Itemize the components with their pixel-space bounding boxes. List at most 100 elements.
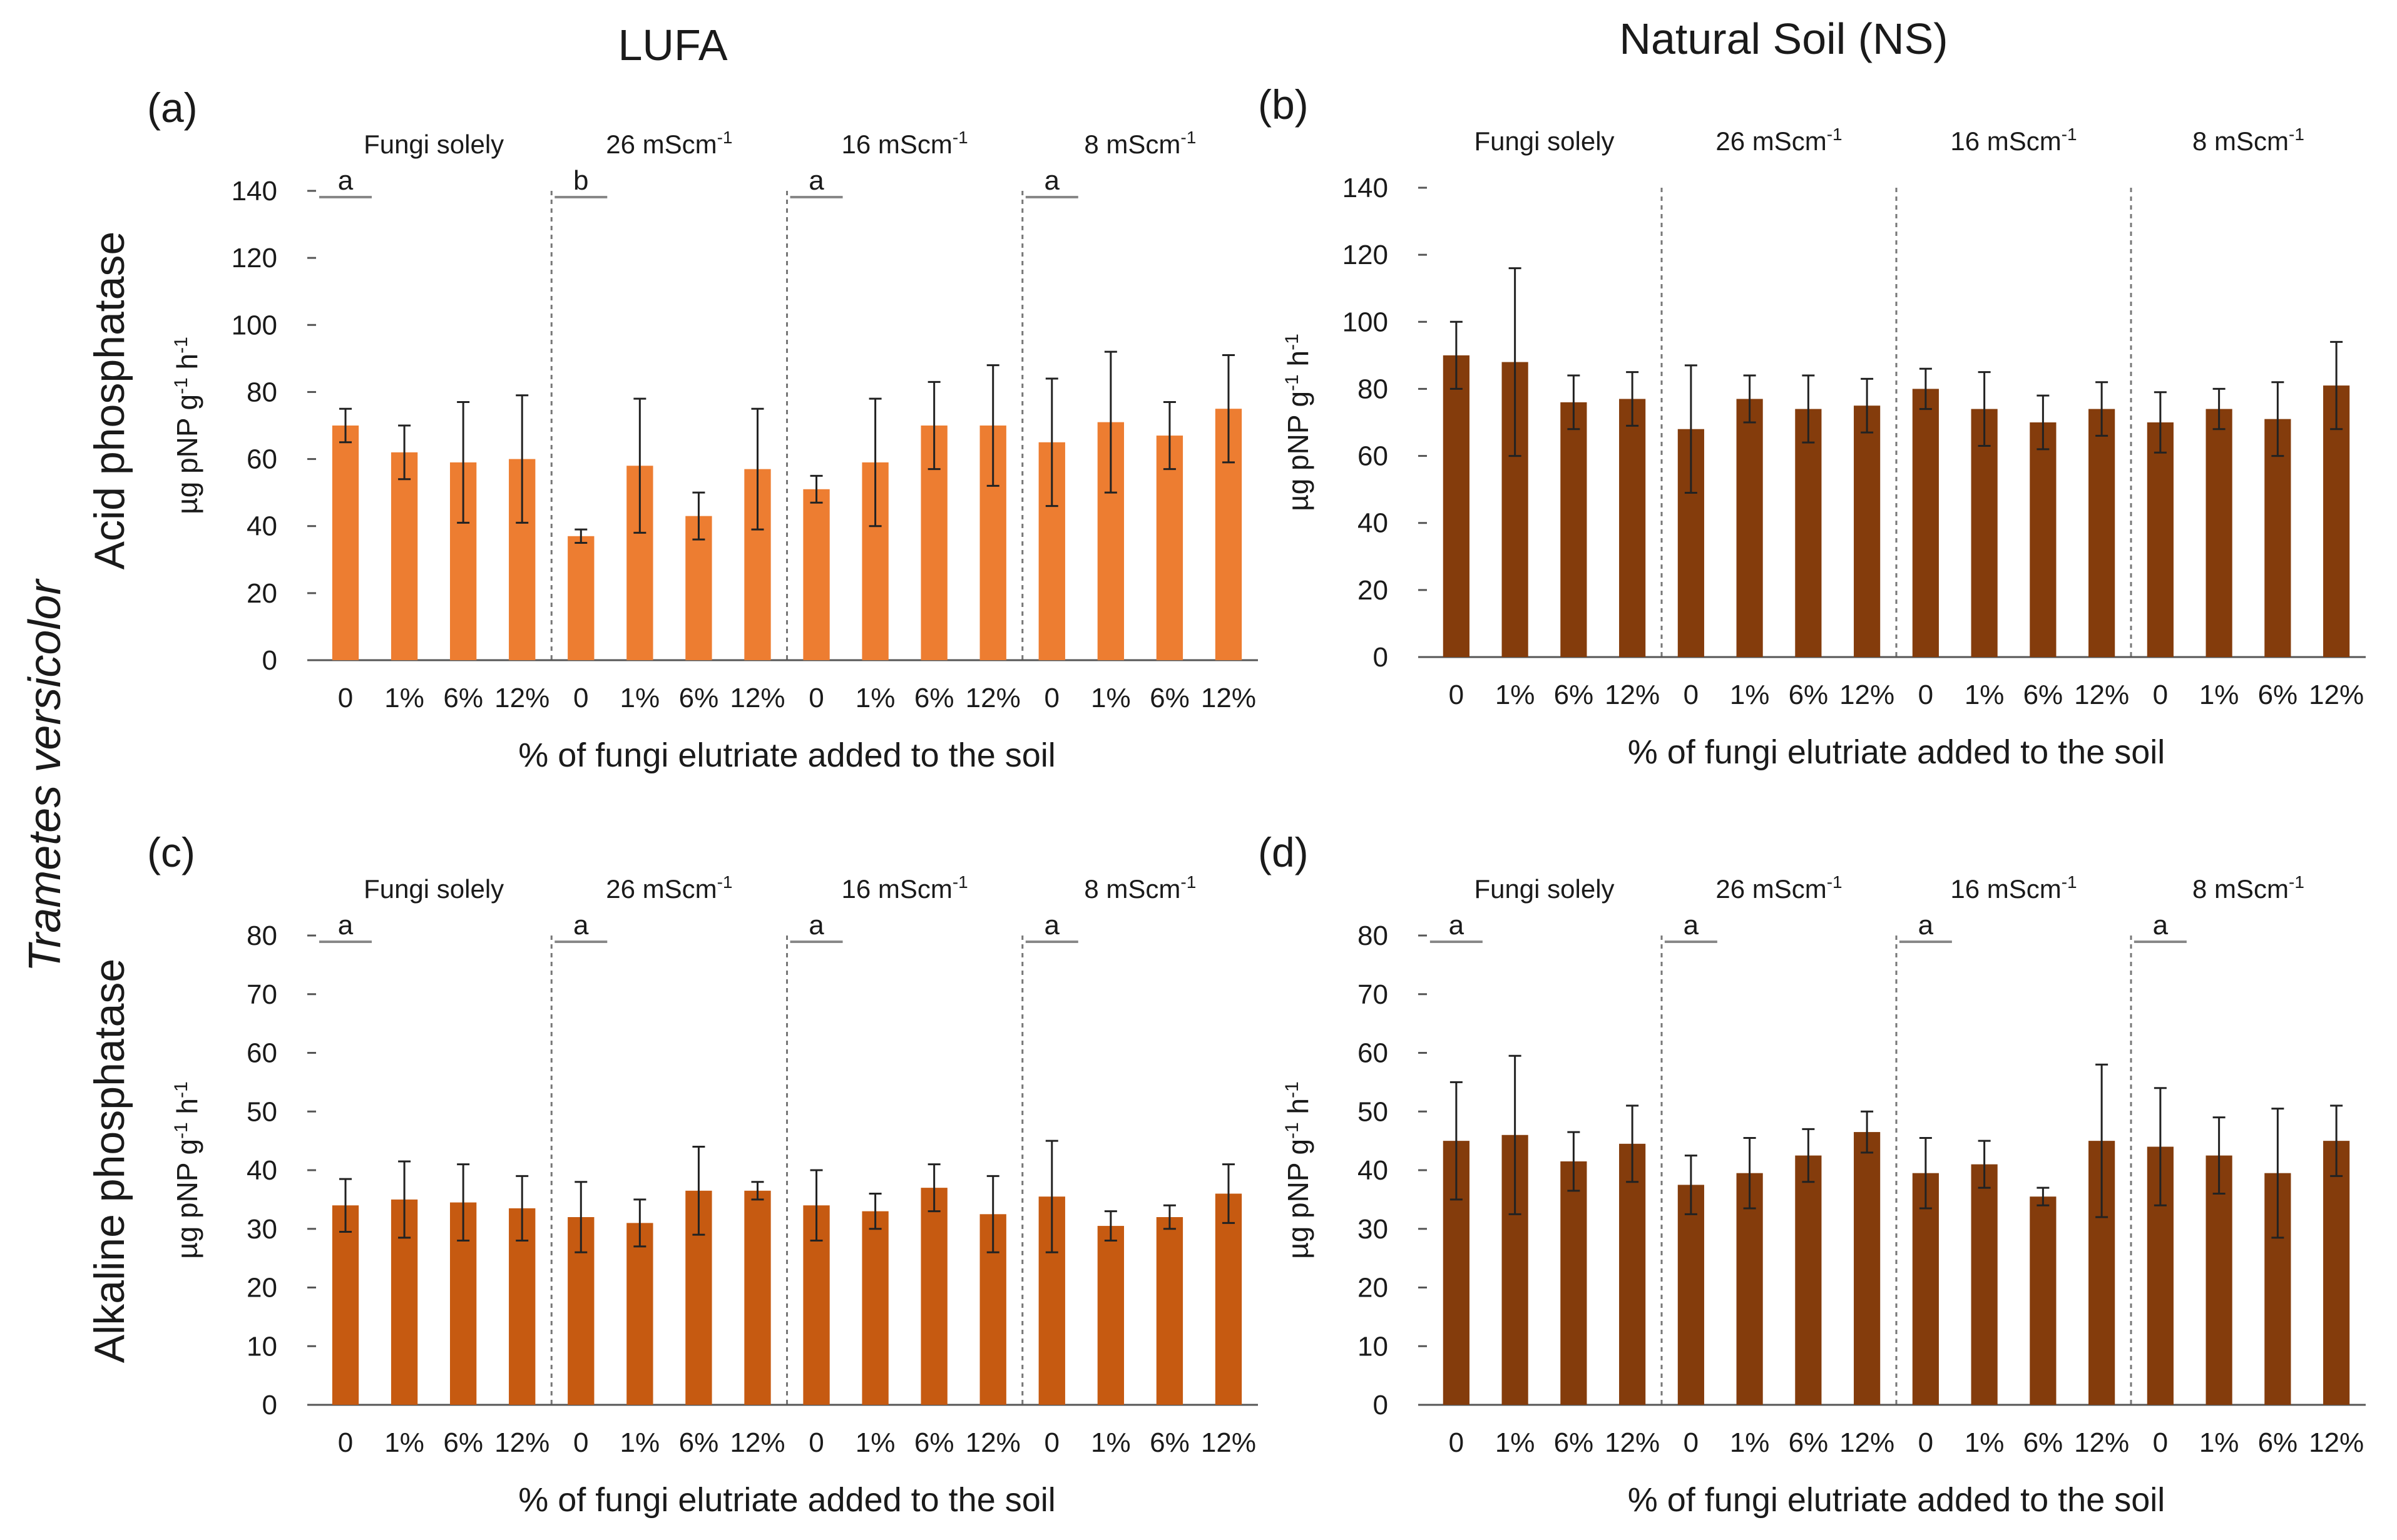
bar (1912, 1173, 1939, 1405)
significance-letter: a (2153, 910, 2169, 941)
bar (2205, 1155, 2232, 1405)
y-tick-label: 80 (1357, 920, 1388, 951)
bar (1912, 389, 1939, 657)
x-tick-label: 1% (1730, 680, 1770, 710)
panel-label: (b) (1258, 81, 1309, 128)
column-title-natural-soil: Natural Soil (NS) (1619, 14, 1948, 63)
chart-panel-b: (b) 0 20 40 60 80 100 120 140 µg pNP g-1 h-1 Fungi… (1258, 81, 2366, 771)
x-tick-label: 0 (1684, 1427, 1699, 1458)
x-tick-label: 12% (1605, 1427, 1660, 1458)
group-label: 16 mScm-1 (1950, 125, 2077, 156)
bar (2088, 409, 2115, 657)
x-tick-label: 0 (2153, 680, 2168, 710)
bar (2147, 422, 2174, 657)
bar (1971, 1164, 1998, 1405)
bar (1736, 1173, 1763, 1405)
x-tick-label: 0 (573, 683, 588, 713)
bar (568, 536, 595, 660)
x-tick-label: 0 (338, 683, 353, 713)
y-axis-label: µg pNP g-1 h-1 (1282, 334, 1314, 511)
x-tick-label: 6% (914, 683, 954, 713)
bar (2030, 1196, 2057, 1405)
bar (1097, 1226, 1125, 1405)
x-tick-label: 12% (1839, 1427, 1894, 1458)
x-tick-label: 6% (2023, 1427, 2063, 1458)
bar (2264, 419, 2291, 657)
bar (1156, 436, 1183, 660)
bar (921, 1188, 948, 1405)
group-label: 26 mScm-1 (1715, 872, 1842, 904)
x-tick-label: 1% (1091, 1427, 1131, 1458)
bar (1795, 1155, 1822, 1405)
x-tick-label: 12% (2074, 680, 2129, 710)
x-tick-label: 1% (1965, 1427, 2005, 1458)
x-tick-label: 0 (573, 1427, 588, 1458)
x-tick-label: 0 (1918, 1427, 1933, 1458)
x-tick-label: 6% (443, 1427, 483, 1458)
x-tick-label: 0 (2153, 1427, 2168, 1458)
x-tick-label: 1% (856, 683, 896, 713)
group-label: 8 mScm-1 (1084, 128, 1196, 159)
bar (1215, 1193, 1242, 1405)
x-tick-label: 12% (966, 683, 1021, 713)
x-axis-label: % of fungi elutriate added to the soil (518, 1481, 1056, 1519)
bar (1443, 355, 1469, 657)
bar (1560, 402, 1587, 657)
bar (1677, 1185, 1704, 1405)
group-label: 8 mScm-1 (2192, 872, 2304, 904)
group-label: 26 mScm-1 (606, 128, 732, 159)
y-tick-label: 70 (247, 979, 277, 1010)
column-title-lufa: LUFA (618, 21, 728, 69)
y-tick-label: 20 (1357, 575, 1388, 606)
x-tick-label: 6% (1789, 1427, 1829, 1458)
bar (862, 1211, 889, 1405)
y-tick-label: 60 (247, 444, 277, 475)
y-axis-label: µg pNP g-1 h-1 (1282, 1081, 1314, 1259)
x-tick-label: 1% (384, 683, 424, 713)
y-tick-label: 0 (262, 645, 277, 676)
x-tick-label: 1% (1091, 683, 1131, 713)
x-tick-label: 0 (1918, 680, 1933, 710)
x-tick-label: 12% (1605, 680, 1660, 710)
y-axis-label: µg pNP g-1 h-1 (171, 1081, 203, 1259)
x-tick-label: 1% (620, 683, 660, 713)
bar (1156, 1217, 1183, 1405)
x-axis-label: % of fungi elutriate added to the soil (518, 737, 1056, 774)
group-label: 16 mScm-1 (1950, 872, 2077, 904)
bar (803, 489, 830, 660)
x-tick-label: 6% (1150, 1427, 1190, 1458)
y-tick-label: 80 (247, 377, 277, 407)
y-tick-label: 30 (1357, 1214, 1388, 1245)
bar (1854, 1132, 1881, 1405)
x-tick-label: 6% (914, 1427, 954, 1458)
x-tick-label: 0 (338, 1427, 353, 1458)
bar (1619, 399, 1646, 657)
x-tick-label: 0 (1449, 680, 1464, 710)
significance-letter: a (338, 165, 354, 196)
group-label: 8 mScm-1 (1084, 872, 1196, 904)
x-tick-label: 6% (2023, 680, 2063, 710)
group-label: Fungi solely (364, 130, 504, 159)
x-tick-label: 0 (1045, 1427, 1060, 1458)
bar (2205, 409, 2232, 657)
y-tick-label: 20 (247, 578, 277, 609)
x-tick-label: 1% (620, 1427, 660, 1458)
group-label: Fungi solely (1474, 874, 1614, 904)
y-tick-label: 60 (1357, 441, 1388, 472)
bar (1736, 399, 1763, 657)
significance-letter: b (573, 165, 588, 196)
significance-letter: a (1918, 910, 1934, 941)
x-axis-label: % of fungi elutriate added to the soil (1628, 1481, 2165, 1519)
y-tick-label: 40 (247, 511, 277, 542)
y-tick-label: 0 (1373, 642, 1388, 673)
y-tick-label: 100 (1342, 307, 1388, 337)
y-tick-label: 120 (232, 243, 277, 273)
bar (2323, 1141, 2350, 1405)
x-tick-label: 12% (2074, 1427, 2129, 1458)
y-tick-label: 140 (232, 176, 277, 207)
y-tick-label: 10 (247, 1331, 277, 1362)
panel-label: (c) (147, 829, 195, 875)
x-tick-label: 1% (1495, 680, 1535, 710)
x-tick-label: 12% (1201, 683, 1256, 713)
